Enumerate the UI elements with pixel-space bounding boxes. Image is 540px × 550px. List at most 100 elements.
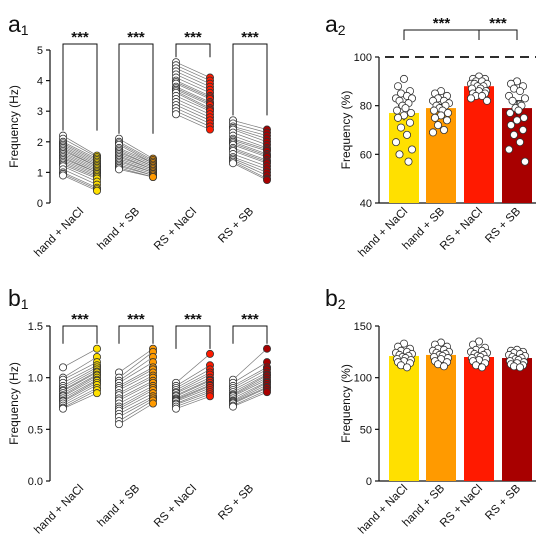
category-label: RS + SB (216, 482, 256, 522)
pair-line (118, 392, 154, 412)
data-point (516, 138, 525, 147)
pair-line (175, 71, 211, 88)
significance-label: *** (71, 29, 89, 46)
pair-line (232, 132, 268, 146)
pair-line (232, 158, 268, 173)
significance-label: *** (71, 311, 89, 328)
data-point (519, 126, 528, 135)
pair-line (62, 141, 98, 159)
paired-group-3: *** (228, 29, 271, 185)
pair-line (232, 120, 268, 130)
significance-label: *** (127, 29, 145, 46)
paired-group-0: *** (59, 29, 102, 195)
pair-line (62, 152, 98, 169)
pair-line (118, 156, 154, 170)
paired-group-1: *** (115, 29, 157, 181)
data-point (443, 108, 452, 117)
pair-line (232, 147, 268, 161)
pair-line (118, 389, 154, 409)
data-point (395, 150, 404, 159)
pair-line (175, 110, 211, 127)
panel-label-subscript: 1 (21, 22, 29, 38)
data-point (520, 113, 529, 122)
pair-line (232, 382, 268, 401)
pair-line (175, 101, 211, 118)
panel-label-subscript: 2 (338, 22, 346, 38)
pair-line (62, 361, 98, 381)
data-point (399, 74, 408, 83)
pair-line (175, 393, 211, 407)
pair-line (175, 387, 211, 402)
pair-line (118, 367, 154, 387)
pair-line (232, 381, 268, 399)
y-axis-label: Frequency (Hz) (7, 85, 21, 168)
pair-line (62, 155, 98, 172)
pair-line (62, 150, 98, 167)
pair-line (62, 387, 98, 406)
pair-line (118, 372, 154, 391)
category-label: RS + NaCl (152, 483, 199, 530)
pair-line (118, 356, 154, 382)
pair-line (175, 64, 211, 81)
y-tick-label: 1.0 (28, 373, 43, 385)
paired-group-2: *** (171, 29, 214, 134)
point-before (171, 110, 180, 119)
pair-line (118, 369, 154, 389)
y-tick-label: 60 (360, 149, 372, 161)
category-label: hand + SB (95, 482, 142, 529)
point-after (148, 399, 157, 408)
pair-line (62, 348, 98, 368)
pair-line (175, 369, 211, 389)
data-point (392, 106, 401, 115)
pair-line (118, 382, 154, 401)
pair-line (175, 353, 211, 384)
pair-line (232, 161, 268, 179)
pair-line (62, 165, 98, 182)
point-after (205, 349, 214, 358)
y-tick-label: 80 (360, 101, 372, 113)
pair-line (175, 77, 211, 94)
data-point (509, 130, 518, 139)
bar-1 (426, 354, 456, 481)
y-tick-label: 150 (354, 321, 372, 333)
data-point (429, 106, 438, 115)
pair-line (62, 367, 98, 387)
pair-line (232, 389, 268, 406)
paired-group-1: *** (115, 311, 157, 429)
bar-3 (502, 358, 532, 481)
significance-bracket (175, 325, 211, 349)
pair-line (175, 83, 211, 100)
pair-line (175, 372, 211, 391)
pair-line (118, 400, 154, 422)
pair-line (232, 141, 268, 155)
pair-line (62, 382, 98, 402)
pair-line (175, 382, 211, 399)
pair-line (232, 129, 268, 143)
point-after (262, 176, 271, 185)
data-point (506, 121, 515, 130)
pair-line (175, 377, 211, 394)
pair-line (175, 90, 211, 109)
data-point (404, 157, 413, 166)
pair-line (175, 68, 211, 84)
pair-line (62, 175, 98, 192)
point-before (59, 363, 68, 372)
pair-line (232, 159, 268, 176)
panel-label-subscript: 2 (338, 296, 346, 312)
pair-line (175, 389, 211, 404)
data-point (430, 113, 439, 122)
data-point (393, 113, 402, 122)
point-after (205, 392, 214, 401)
pair-line (62, 172, 98, 189)
significance-label: *** (241, 311, 259, 328)
pair-line (232, 367, 268, 387)
pair-line (118, 158, 154, 172)
pair-line (175, 86, 211, 103)
data-point (514, 106, 523, 115)
pair-line (62, 173, 98, 190)
category-label: RS + SB (483, 482, 523, 522)
pair-line (232, 156, 268, 170)
category-label: RS + SB (216, 205, 256, 245)
significance-label: *** (127, 311, 145, 328)
